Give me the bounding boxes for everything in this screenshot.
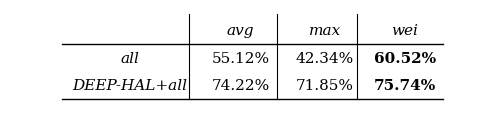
Text: 60.52%: 60.52% xyxy=(373,52,436,66)
Text: all: all xyxy=(121,52,140,66)
Text: 71.85%: 71.85% xyxy=(296,79,354,93)
Text: DEEP-HAL+all: DEEP-HAL+all xyxy=(73,79,187,93)
Text: 42.34%: 42.34% xyxy=(296,52,354,66)
Text: avg: avg xyxy=(227,24,254,38)
Text: wei: wei xyxy=(391,24,418,38)
Text: max: max xyxy=(308,24,341,38)
Text: 74.22%: 74.22% xyxy=(212,79,270,93)
Text: 75.74%: 75.74% xyxy=(373,79,436,93)
Text: 55.12%: 55.12% xyxy=(212,52,270,66)
